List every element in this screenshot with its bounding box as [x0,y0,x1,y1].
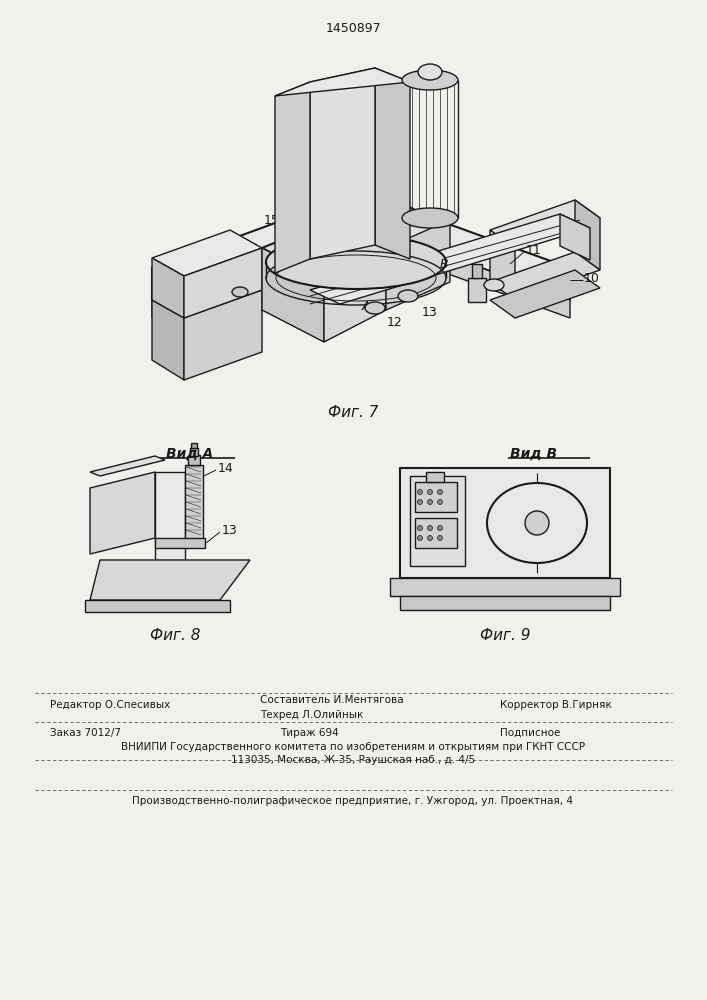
Circle shape [418,526,423,530]
Bar [400,468,610,578]
Polygon shape [324,248,386,342]
Ellipse shape [365,302,385,314]
Ellipse shape [402,70,458,90]
Polygon shape [275,68,410,96]
Circle shape [428,499,433,504]
Text: 16: 16 [312,158,328,172]
Text: Техред Л.Олийнык: Техред Л.Олийнык [260,710,363,720]
Ellipse shape [487,483,587,563]
Text: 14: 14 [218,462,234,475]
Circle shape [438,526,443,530]
Circle shape [418,536,423,540]
Polygon shape [152,272,262,318]
Text: А: А [362,300,370,313]
Text: 15: 15 [264,214,280,227]
Text: 113035, Москва, Ж-35, Раушская наб., д. 4/5: 113035, Москва, Ж-35, Раушская наб., д. … [231,755,475,765]
Text: Редактор О.Спесивых: Редактор О.Спесивых [50,700,170,710]
Polygon shape [90,456,165,476]
Ellipse shape [402,208,458,228]
Bar [415,518,457,548]
Circle shape [418,499,423,504]
Text: 13: 13 [222,524,238,536]
Polygon shape [490,252,600,300]
Text: 13: 13 [422,306,438,318]
Polygon shape [90,472,155,554]
Bar [188,455,200,465]
Polygon shape [184,290,262,380]
Bar [191,443,197,448]
Text: Производственно-полиграфическое предприятие, г. Ужгород, ул. Проектная, 4: Производственно-полиграфическое предприя… [132,796,573,806]
Polygon shape [560,214,590,260]
Text: 12: 12 [387,316,403,328]
Ellipse shape [232,287,248,297]
Circle shape [418,489,423,494]
Text: ВНИИПИ Государственного комитета по изобретениям и открытиям при ГКНТ СССР: ВНИИПИ Государственного комитета по изоб… [121,742,585,752]
Text: Вид В: Вид В [510,447,557,461]
Text: Подписное: Подписное [500,728,561,738]
Bar [415,482,457,512]
Text: Фиг. 8: Фиг. 8 [150,628,200,643]
Polygon shape [155,472,185,560]
Polygon shape [152,230,262,276]
Circle shape [428,526,433,530]
Bar [190,448,198,456]
Bar [400,596,610,610]
Text: Фиг. 9: Фиг. 9 [480,628,530,643]
Polygon shape [262,248,324,342]
Polygon shape [490,230,515,300]
Text: Корректор В.Гирняк: Корректор В.Гирняк [500,700,612,710]
Bar [410,476,465,566]
Bar [185,465,203,545]
Text: Вид А: Вид А [166,447,214,461]
Ellipse shape [398,290,418,302]
Polygon shape [262,196,450,280]
Text: Составитель И.Ментягова: Составитель И.Ментягова [260,695,404,705]
Text: 10: 10 [584,271,600,284]
Polygon shape [310,214,590,304]
Polygon shape [155,538,205,548]
Text: Заказ 7012/7: Заказ 7012/7 [50,728,121,738]
Polygon shape [152,192,570,300]
Polygon shape [310,68,375,259]
Circle shape [428,489,433,494]
Text: Фиг. 7: Фиг. 7 [328,405,378,420]
Polygon shape [184,248,262,318]
Bar [426,472,444,482]
Polygon shape [386,220,450,310]
Polygon shape [490,200,600,248]
Polygon shape [275,82,310,273]
Polygon shape [90,560,250,600]
Text: Тираж 694: Тираж 694 [280,728,339,738]
Polygon shape [152,258,184,318]
Bar [472,264,482,278]
Polygon shape [375,68,410,259]
Circle shape [428,536,433,540]
Polygon shape [85,600,230,612]
Circle shape [525,511,549,535]
Polygon shape [152,224,570,318]
Ellipse shape [418,64,442,80]
Ellipse shape [484,279,504,291]
Circle shape [438,536,443,540]
Polygon shape [152,300,184,380]
Bar [390,578,620,596]
Ellipse shape [266,235,446,289]
Circle shape [438,489,443,494]
Polygon shape [490,270,600,318]
Bar [468,278,486,302]
Circle shape [438,499,443,504]
Text: 1450897: 1450897 [325,22,381,35]
Text: 11: 11 [526,243,542,256]
Text: В: В [440,258,449,271]
Polygon shape [575,200,600,270]
